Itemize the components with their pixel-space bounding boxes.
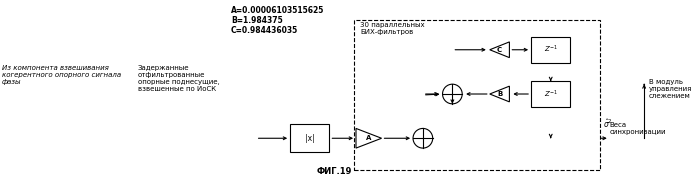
Bar (531, 81, 570, 107)
Text: Веса
синхронизации: Веса синхронизации (610, 122, 666, 135)
Text: B: B (497, 91, 502, 97)
Text: C: C (497, 47, 502, 53)
Polygon shape (356, 129, 382, 148)
Text: ФИГ.19: ФИГ.19 (317, 167, 352, 176)
Polygon shape (490, 86, 510, 102)
Text: $Z^{-1}$: $Z^{-1}$ (544, 88, 558, 100)
Text: $\hat{\sigma}^2$: $\hat{\sigma}^2$ (603, 118, 612, 130)
Text: $Z^{-1}$: $Z^{-1}$ (544, 44, 558, 55)
Text: Из компонента взвешивания
когерентного опорного сигнала
фазы: Из компонента взвешивания когерентного о… (2, 64, 121, 84)
Bar (531, 37, 570, 63)
Polygon shape (490, 42, 510, 58)
Circle shape (442, 84, 462, 104)
Text: 30 параллельных
БИХ-фильтров: 30 параллельных БИХ-фильтров (360, 22, 424, 35)
Circle shape (413, 129, 433, 148)
Bar (354, 20, 600, 170)
Text: Задержанные
отфильтрованные
опорные поднесущие,
взвешенные по ИоСК: Задержанные отфильтрованные опорные подн… (138, 64, 219, 91)
Text: |x|: |x| (305, 134, 315, 143)
Text: A: A (366, 135, 371, 141)
Text: A=0.00006103515625
B=1.984375
C=0.984436035: A=0.00006103515625 B=1.984375 C=0.984436… (231, 5, 324, 35)
Bar (290, 125, 329, 152)
Text: В модуль
управления
слежением: В модуль управления слежением (649, 79, 693, 99)
